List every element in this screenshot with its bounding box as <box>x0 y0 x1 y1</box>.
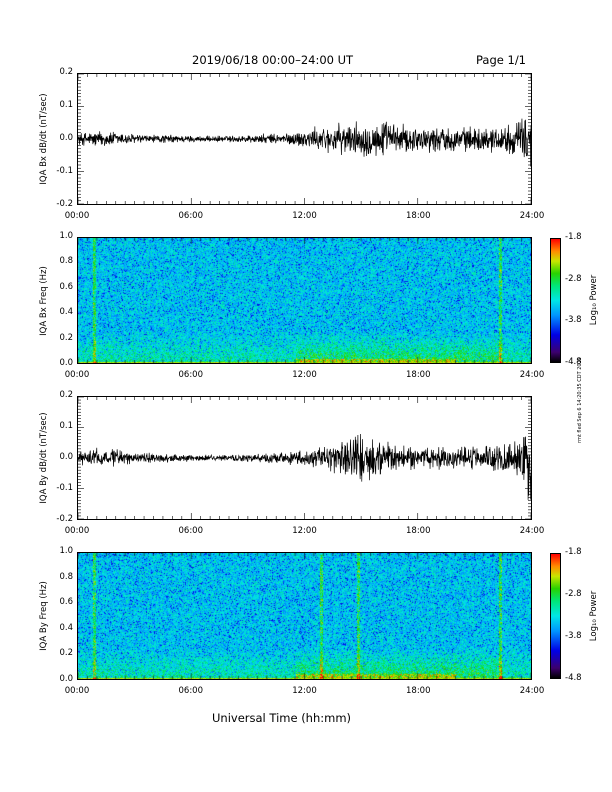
x-tick-label: 24:00 <box>519 211 545 221</box>
y-tick-label: 1.0 <box>59 231 73 241</box>
x-tick-label: 18:00 <box>406 370 431 380</box>
x-tick-label: 06:00 <box>178 370 204 380</box>
y-tick-label: 1.0 <box>59 546 73 556</box>
x-axis-title: Universal Time (hh:mm) <box>212 711 352 725</box>
by-waveform-panel <box>77 396 532 520</box>
by-colorbar <box>550 553 561 679</box>
chart-title: 2019/06/18 00:00–24:00 UT <box>192 53 354 67</box>
y-tick-label: 0.1 <box>59 421 73 431</box>
x-tick-label: 00:00 <box>64 526 90 536</box>
colorbar-tick-label: -4.8 <box>565 357 582 367</box>
waveform-series-line <box>78 434 531 500</box>
y-tick-label: -0.2 <box>56 199 73 209</box>
y-tick-label: -0.1 <box>56 483 73 493</box>
bx-spectrogram-panel <box>77 237 532 364</box>
by-spectrogram-panel <box>77 552 532 680</box>
x-tick-label: 06:00 <box>178 686 204 696</box>
bx-spectrogram-ylabel: IQA Bx Freq (Hz) <box>39 266 49 336</box>
x-tick-label: 18:00 <box>406 526 431 536</box>
x-tick-label: 12:00 <box>292 211 317 221</box>
colorbar-tick-label: -1.8 <box>565 547 582 557</box>
x-tick-label: 00:00 <box>64 370 90 380</box>
y-tick-label: 0.0 <box>59 358 73 368</box>
colorbar-tick-label: -4.8 <box>565 673 582 683</box>
y-tick-label: -0.2 <box>56 514 73 524</box>
y-tick-label: 0.2 <box>59 67 73 77</box>
y-tick-label: 0.8 <box>59 256 73 267</box>
x-tick-label: 18:00 <box>406 211 431 221</box>
bx-waveform-plot <box>78 74 531 204</box>
by-spectrogram-ylabel: IQA By Freq (Hz) <box>39 581 49 651</box>
colorbar-tick-label: -3.8 <box>565 631 582 641</box>
by-colorbar-label: Log₁₀ Power <box>589 590 599 642</box>
y-tick-label: 0.6 <box>59 281 73 292</box>
y-tick-label: 0.8 <box>59 571 73 582</box>
x-tick-label: 12:00 <box>292 370 317 380</box>
colorbar-tick-label: -2.8 <box>565 589 582 599</box>
x-tick-label: 00:00 <box>64 686 90 696</box>
y-tick-label: 0.1 <box>59 100 73 110</box>
bx-spectrogram <box>78 238 531 363</box>
y-tick-label: 0.2 <box>59 390 73 400</box>
y-tick-label: 0.6 <box>59 597 73 608</box>
x-tick-label: 24:00 <box>519 370 545 380</box>
x-tick-label: 24:00 <box>519 526 545 536</box>
y-tick-label: 0.0 <box>59 133 73 143</box>
by-spectrogram <box>78 553 531 679</box>
side-note: rmt fled Sep 6 14:20:35 CDT 2019 <box>577 357 583 443</box>
waveform-series-line <box>78 118 531 167</box>
x-tick-label: 18:00 <box>406 686 431 696</box>
x-tick-label: 06:00 <box>178 526 204 536</box>
x-tick-label: 12:00 <box>292 686 317 696</box>
bx-colorbar-label: Log₁₀ Power <box>589 274 599 326</box>
y-tick-label: -0.1 <box>56 166 73 176</box>
x-tick-label: 24:00 <box>519 686 545 696</box>
y-tick-label: 0.0 <box>59 674 73 684</box>
x-tick-label: 00:00 <box>64 211 90 221</box>
bx-colorbar <box>550 238 561 363</box>
y-tick-label: 0.4 <box>59 307 73 318</box>
by-waveform-plot <box>78 397 531 519</box>
x-tick-label: 12:00 <box>292 526 317 536</box>
y-tick-label: 0.2 <box>59 332 73 343</box>
y-tick-label: 0.4 <box>59 622 73 633</box>
y-tick-label: 0.2 <box>59 648 73 659</box>
bx-waveform-panel <box>77 73 532 205</box>
colorbar-tick-label: -2.8 <box>565 273 582 284</box>
x-tick-label: 06:00 <box>178 211 204 221</box>
y-tick-label: 0.0 <box>59 452 73 462</box>
page-indicator: Page 1/1 <box>476 53 527 67</box>
colorbar-tick-label: -3.8 <box>565 315 582 326</box>
colorbar-tick-label: -1.8 <box>565 232 582 242</box>
